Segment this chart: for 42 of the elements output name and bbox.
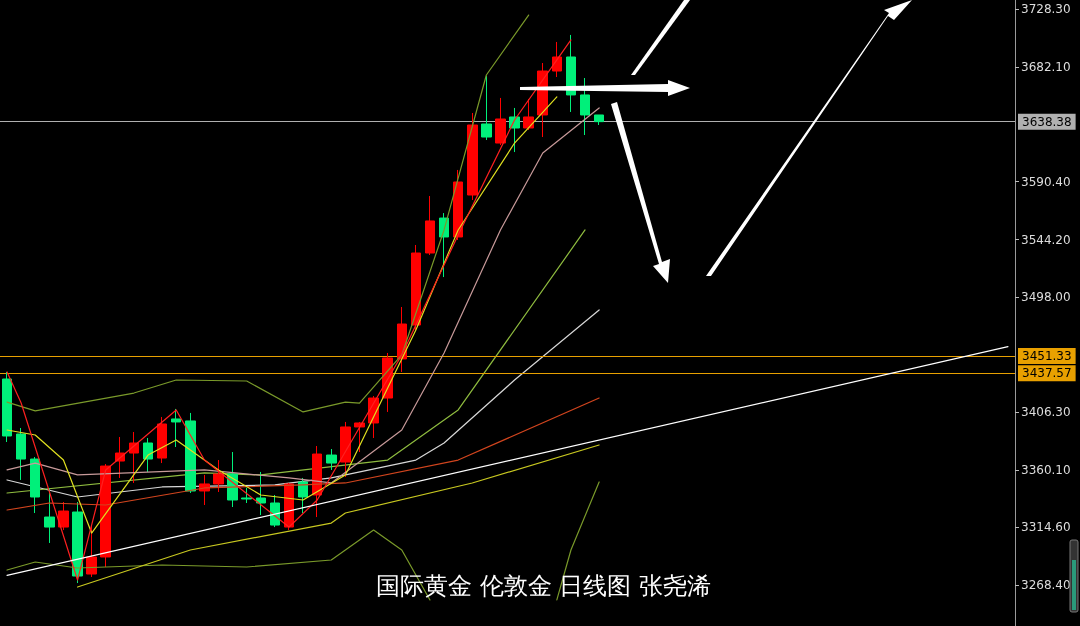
candlestick: [58, 501, 69, 531]
candlestick: [157, 416, 167, 464]
candlestick: [298, 477, 308, 514]
candlestick: [467, 112, 478, 201]
annotation: 国际黄金 伦敦金 日线图 张尧浠: [376, 572, 711, 600]
candlestick: [523, 98, 534, 131]
candlestick: [594, 114, 604, 126]
line-series: [6, 14, 530, 413]
line-series: [6, 96, 558, 534]
y-tick-label: 3268.40: [1021, 578, 1071, 593]
y-tick-label: 3544.20: [1021, 232, 1071, 247]
candlestick: [552, 41, 562, 78]
candlestick: [100, 463, 111, 568]
line-series: [6, 229, 586, 494]
candlestick: [213, 459, 224, 493]
candlestick: [2, 371, 12, 443]
y-tick-label: 3360.10: [1021, 463, 1071, 478]
candlestick: [495, 97, 506, 146]
line-series: [6, 107, 600, 484]
candlestick: [30, 456, 40, 514]
y-tick-label: 3314.60: [1021, 520, 1071, 535]
candlestick: [425, 195, 435, 256]
candlestick: [256, 471, 266, 516]
ref-line-label: 3437.57: [1022, 366, 1072, 381]
line-series: [6, 397, 600, 511]
candlestick: [340, 421, 351, 478]
candlestick: [580, 77, 590, 136]
y-tick-label: 3498.00: [1021, 290, 1071, 305]
candlestick: [326, 448, 337, 471]
candlestick: [241, 487, 252, 504]
ref-line-label: 3638.38: [1022, 114, 1072, 129]
y-tick-label: 3682.10: [1021, 59, 1071, 74]
y-tick-label: 3728.30: [1021, 2, 1071, 17]
ref-line-label: 3451.33: [1022, 348, 1072, 363]
y-tick-label: 3406.30: [1021, 405, 1071, 420]
line-series: [6, 309, 600, 498]
y-tick-label: 3590.40: [1021, 174, 1071, 189]
candlestick: [171, 408, 181, 448]
candlestick: [44, 487, 55, 544]
candlestick: [143, 437, 153, 473]
candlestick: [481, 75, 492, 141]
candlestick: [16, 427, 26, 481]
